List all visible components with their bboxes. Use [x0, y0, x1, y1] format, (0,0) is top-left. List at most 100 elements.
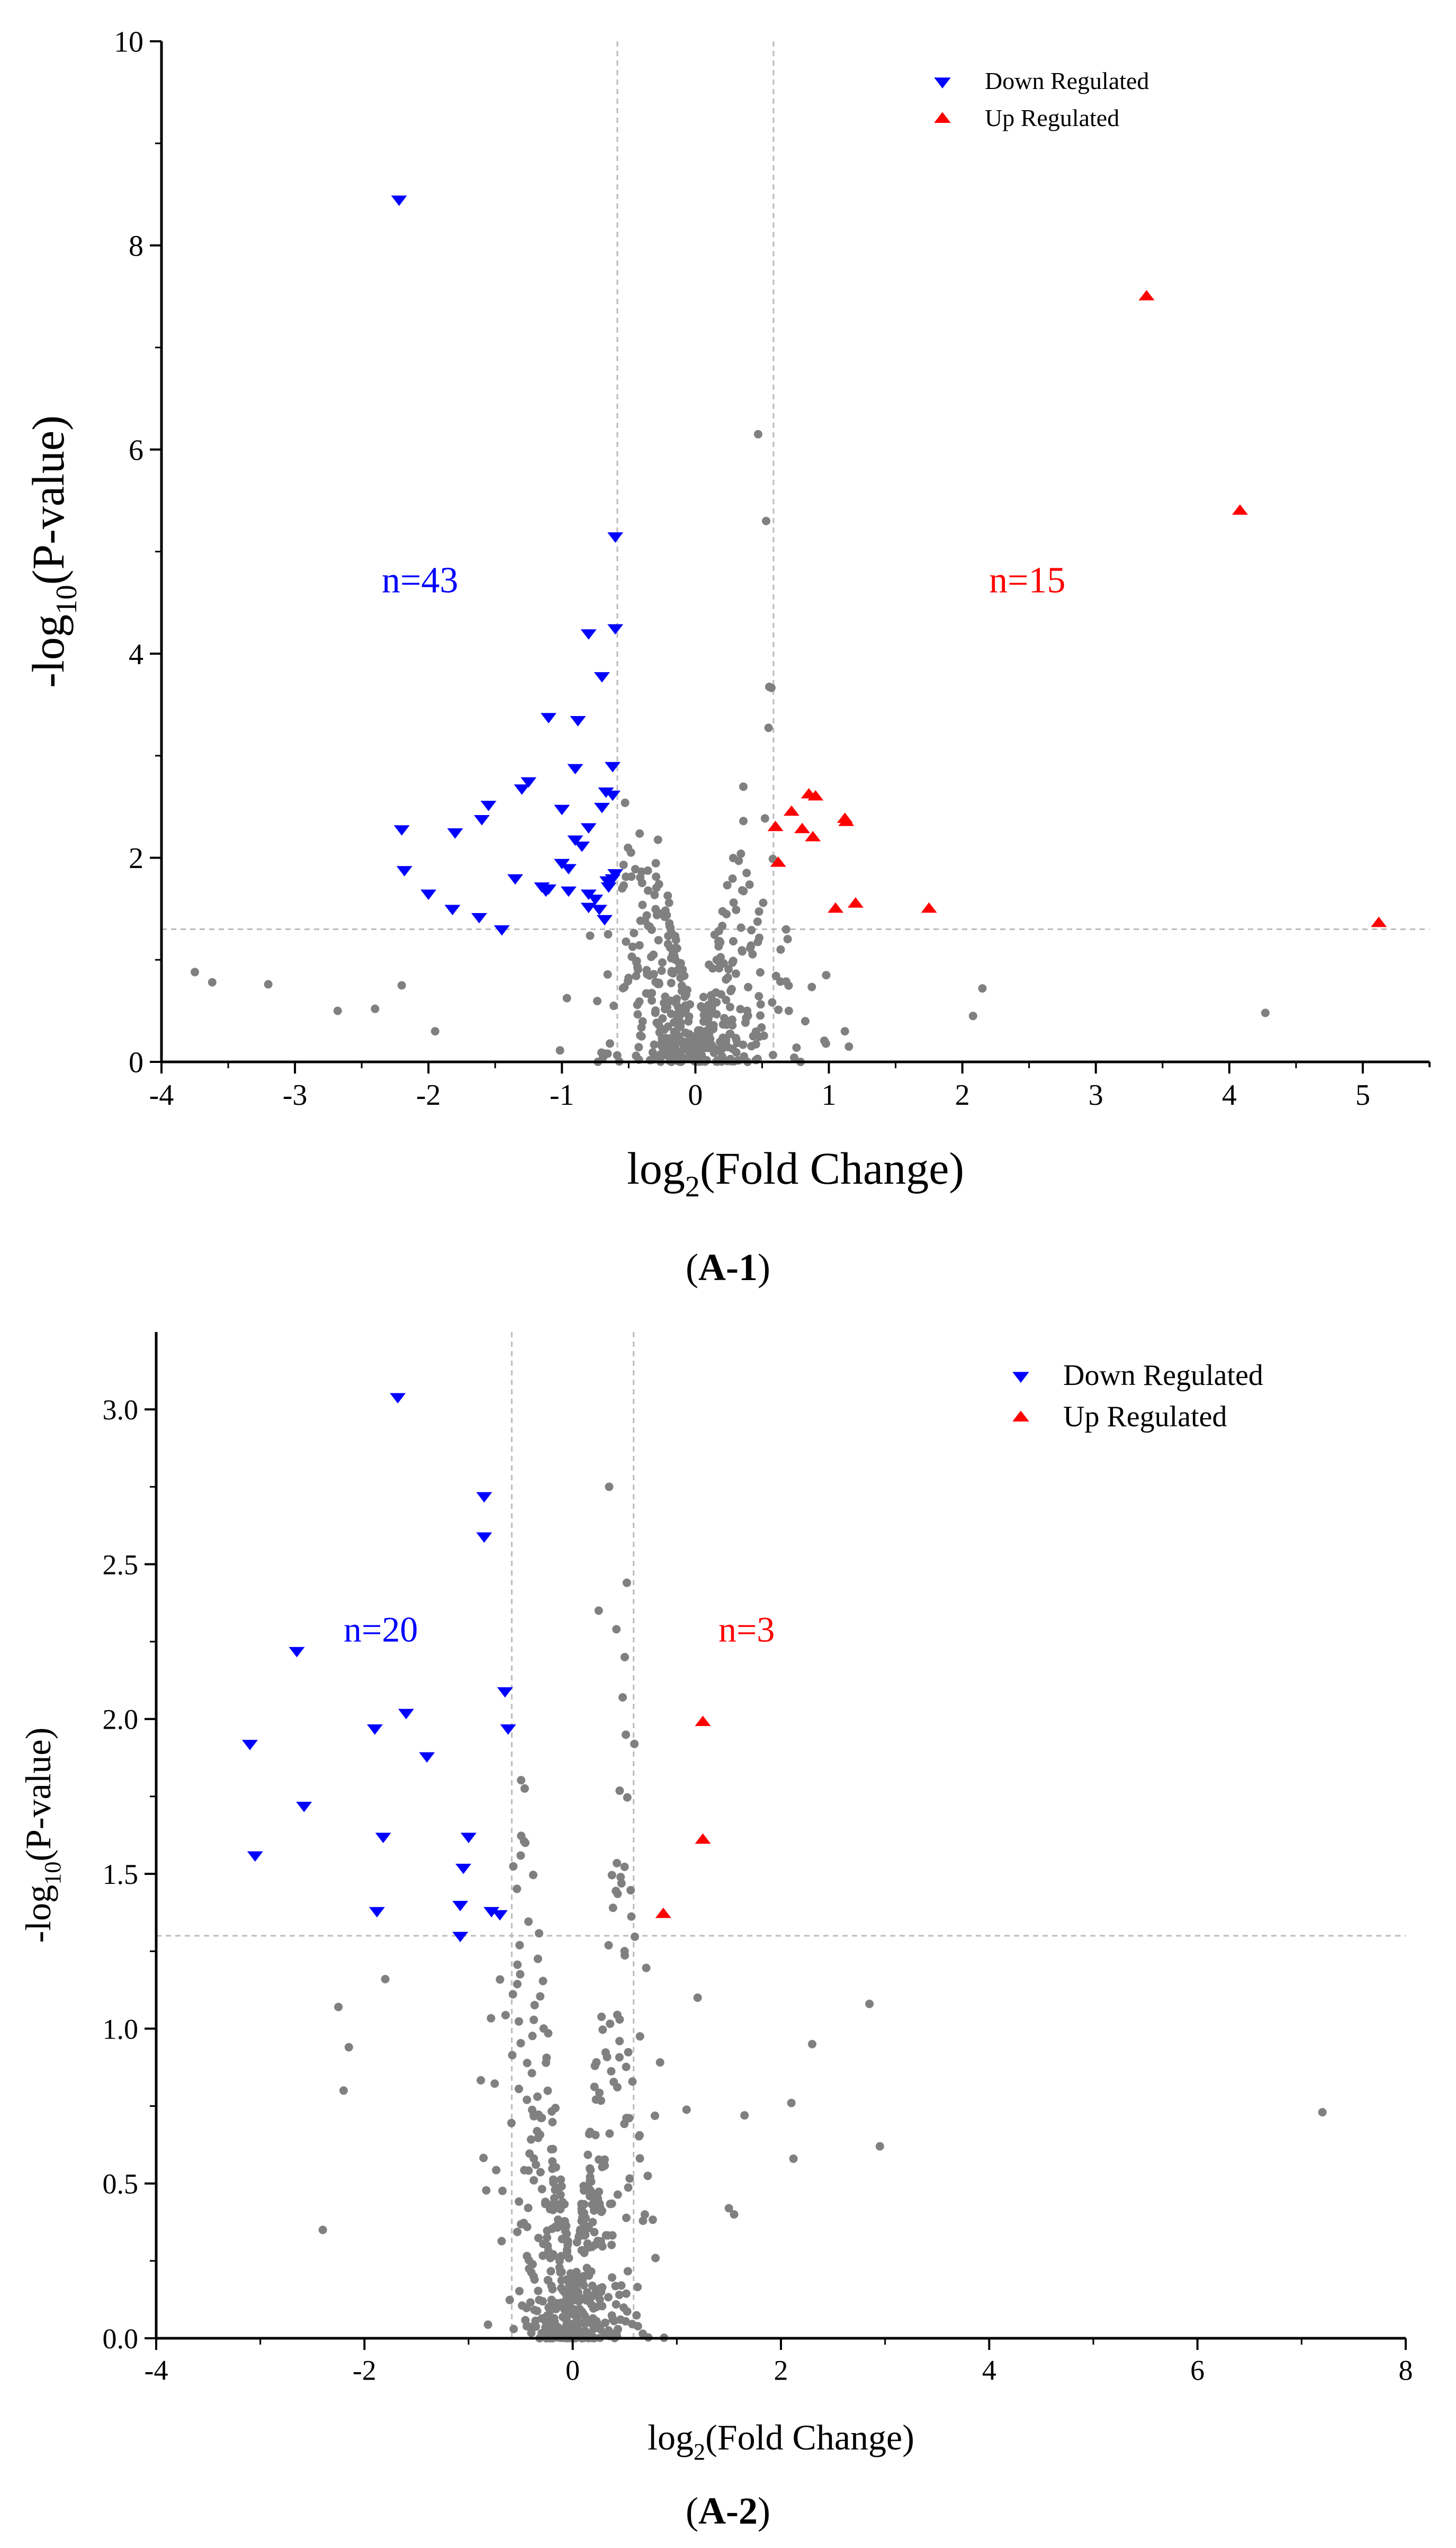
ns-point — [760, 814, 769, 823]
down-regulated-point — [587, 895, 604, 905]
y-axis-label-sub: 10 — [50, 585, 83, 614]
ns-point — [557, 2267, 566, 2276]
down-regulated-point — [591, 905, 607, 916]
ns-point — [820, 1036, 829, 1045]
ns-point — [556, 2329, 565, 2338]
x-tick-label: 0 — [565, 2355, 580, 2386]
y-tick-label: 6 — [129, 434, 143, 467]
x-tick-label: 2 — [774, 2355, 788, 2386]
ns-point — [628, 942, 637, 951]
ns-point — [635, 829, 644, 838]
ns-point — [527, 2069, 536, 2078]
ns-point — [534, 2233, 543, 2242]
ns-point — [529, 2272, 538, 2281]
ns-point — [653, 835, 662, 844]
ns-point — [334, 2002, 343, 2011]
ns-point — [668, 950, 677, 959]
ns-point — [762, 516, 771, 525]
ns-point — [723, 973, 732, 982]
up-regulated-point — [655, 1907, 671, 1918]
ns-point — [597, 1048, 606, 1057]
up-regulated-point — [807, 790, 824, 801]
ns-point — [513, 1980, 522, 1989]
x-tick-label: -2 — [416, 1079, 441, 1112]
ns-point — [590, 2082, 599, 2091]
down-regulated-point — [605, 762, 621, 773]
ns-point — [598, 2025, 607, 2034]
ns-point — [648, 996, 657, 1005]
ns-point — [587, 2188, 596, 2197]
ns-point — [753, 917, 762, 926]
ns-point — [527, 2135, 536, 2144]
ns-point — [612, 1887, 621, 1896]
ns-point — [513, 1960, 522, 1969]
ns-point — [623, 2267, 632, 2276]
ns-point — [576, 2227, 585, 2236]
ns-point — [723, 1043, 732, 1052]
ns-points — [318, 1482, 1327, 2343]
ns-point — [729, 898, 738, 907]
ns-point — [968, 1012, 977, 1021]
ns-point — [657, 966, 666, 975]
down-regulated-point — [289, 1647, 305, 1658]
ns-point — [618, 1693, 627, 1702]
down-regulated-point — [500, 1724, 516, 1735]
ns-point — [623, 2307, 632, 2316]
legend-entry: Up Regulated — [1063, 1400, 1227, 1433]
ns-point — [586, 2329, 595, 2338]
ns-point — [606, 2019, 615, 2028]
ns-point — [638, 900, 647, 909]
volcano-plot-a2: -4 -2 0 2 4 6 80.00.51.01.52.02.53.0log2(Fold … — [18, 1332, 1413, 2465]
ns-point — [560, 2217, 569, 2226]
ns-point — [736, 1005, 745, 1014]
ns-point — [667, 1040, 676, 1049]
y-tick-label: 8 — [129, 230, 143, 263]
ns-point — [728, 874, 737, 883]
ns-point — [675, 959, 684, 968]
ns-point — [520, 1784, 529, 1793]
ns-point — [633, 1000, 642, 1009]
ns-point — [722, 1020, 731, 1029]
ns-point — [787, 2098, 796, 2107]
ns-point — [580, 2246, 589, 2255]
ns-point — [675, 1011, 684, 1020]
down-regulated-point — [420, 889, 437, 900]
down-regulated-point — [493, 925, 510, 936]
ns-point — [640, 2210, 649, 2219]
ns-point — [632, 971, 641, 980]
ns-point — [643, 2171, 652, 2180]
ns-point — [768, 1050, 777, 1059]
ns-point — [654, 979, 663, 988]
ns-point — [720, 1014, 729, 1023]
y-axis-label: -log10(P-value) — [18, 1728, 66, 1943]
ns-point — [582, 2318, 591, 2327]
ns-point — [622, 2289, 631, 2298]
ns-point — [515, 1941, 524, 1950]
ns-point — [745, 880, 754, 889]
ns-point — [723, 881, 732, 890]
ns-point — [612, 1625, 621, 1634]
ns-point — [583, 2150, 592, 2159]
down-regulated-point — [507, 874, 524, 885]
ns-point — [748, 950, 757, 959]
ns-point — [535, 1929, 544, 1938]
up-regulated-point — [783, 805, 799, 816]
x-tick-label: -1 — [550, 1079, 574, 1112]
up-regulated-point — [805, 830, 821, 842]
ns-point — [620, 2120, 629, 2129]
ns-point — [727, 985, 736, 994]
ns-point — [563, 2237, 572, 2246]
ns-point — [523, 2059, 532, 2068]
ns-point — [344, 2043, 353, 2052]
ns-point — [536, 2130, 545, 2139]
ns-point — [747, 941, 756, 950]
down-regulated-series — [242, 1393, 516, 1943]
ns-point — [536, 2168, 545, 2177]
ns-point — [792, 1043, 801, 1052]
ns-point — [715, 964, 724, 973]
ns-point — [651, 2254, 660, 2263]
x-tick-label: 5 — [1355, 1079, 1370, 1112]
ns-point — [672, 944, 681, 953]
ns-point — [487, 2014, 496, 2023]
ns-point — [515, 2197, 524, 2206]
